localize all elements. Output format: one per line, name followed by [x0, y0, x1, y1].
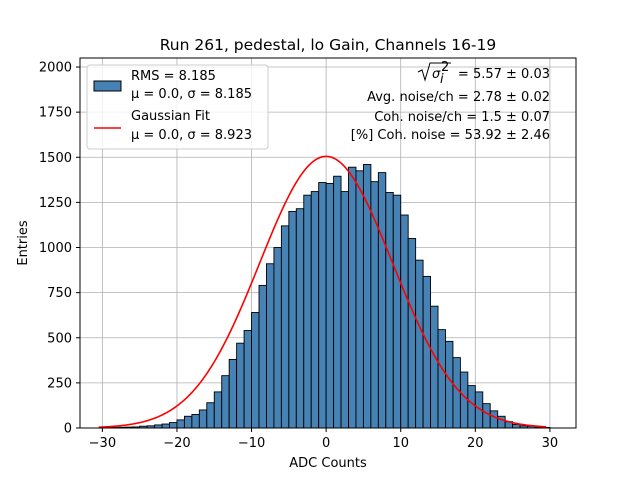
- histogram-bar: [437, 329, 446, 429]
- histogram-bar: [452, 357, 461, 429]
- histogram-bar: [236, 342, 245, 429]
- histogram-bar: [183, 415, 193, 429]
- chart-title: Run 261, pedestal, lo Gain, Channels 16-…: [160, 36, 497, 54]
- histogram-bar: [430, 305, 439, 429]
- histogram-bar: [206, 402, 215, 429]
- x-tick-label: −30: [89, 436, 116, 451]
- histogram-bar: [288, 210, 297, 429]
- legend: RMS = 8.185 μ = 0.0, σ = 8.185 Gaussian …: [86, 64, 269, 150]
- axes-frame: [79, 57, 577, 429]
- x-tick-label: 30: [542, 436, 559, 451]
- histogram-bar: [340, 191, 349, 429]
- histogram-bar: [355, 170, 364, 429]
- histogram-bar: [512, 423, 521, 429]
- x-tick-label: 20: [467, 436, 484, 451]
- svg-text:2: 2: [441, 60, 449, 75]
- histogram-bar: [392, 194, 402, 429]
- histogram-bar: [318, 182, 327, 429]
- legend-entry-fit-line1: Gaussian Fit: [131, 109, 210, 124]
- histogram-bar: [273, 247, 282, 429]
- histogram-bar: [161, 423, 170, 429]
- y-tick-label: 1000: [39, 241, 72, 256]
- y-tick-label: 1750: [39, 106, 72, 121]
- histogram-bar: [400, 214, 409, 429]
- histogram-bar: [422, 275, 432, 429]
- y-tick-label: 750: [47, 286, 72, 301]
- legend-entry-rms-line1: RMS = 8.185: [131, 69, 216, 84]
- y-axis-ticks: 0 250 500 750 1000 1250 1500 1750 2000: [39, 61, 80, 437]
- histogram-bar: [489, 410, 499, 429]
- histogram-bar: [198, 409, 208, 429]
- annotation-coh-noise-percent: [%] Coh. noise = 53.92 ± 2.46: [351, 128, 550, 143]
- sqrt-sigma-symbol: σ i 2: [417, 60, 451, 87]
- histogram-bar: [467, 385, 476, 429]
- histogram-bar: [310, 191, 320, 429]
- y-tick-label: 500: [47, 331, 72, 346]
- histogram-bar: [303, 194, 312, 429]
- x-tick-label: 10: [392, 436, 409, 451]
- histogram-bar: [333, 175, 342, 429]
- y-tick-label: 250: [47, 376, 72, 391]
- histogram-bar: [221, 375, 230, 429]
- histogram-bar: [213, 391, 223, 429]
- legend-bar-swatch: [93, 80, 122, 92]
- y-axis-title: Entries: [16, 220, 31, 266]
- histogram-bar: [459, 371, 469, 429]
- y-tick-label: 1250: [39, 196, 72, 211]
- annotation-avg-noise: Avg. noise/ch = 2.78 ± 0.02: [367, 90, 550, 105]
- histogram-bar: [348, 166, 357, 429]
- histogram-bar: [251, 312, 260, 429]
- x-tick-label: 0: [322, 436, 330, 451]
- histogram-bars: [101, 164, 551, 429]
- x-axis-ticks: −30 −20 −10 0 10 20 30: [89, 428, 559, 451]
- legend-entry-rms-line2: μ = 0.0, σ = 8.185: [131, 87, 252, 102]
- histogram-bar: [266, 263, 275, 429]
- histogram-bar: [377, 172, 387, 429]
- histogram-bar: [191, 414, 200, 429]
- annotation-coh-noise: Coh. noise/ch = 1.5 ± 0.07: [374, 110, 550, 125]
- svg-text:σ: σ: [432, 67, 441, 82]
- histogram-bar: [280, 225, 290, 429]
- histogram-bar: [482, 403, 491, 429]
- gaussian-fit-curve: [98, 155, 547, 429]
- histogram-bar: [243, 330, 252, 429]
- x-axis-title: ADC Counts: [289, 456, 367, 471]
- annotation-sqrt-sigma: = 5.57 ± 0.03: [458, 67, 550, 82]
- y-tick-label: 0: [64, 422, 72, 437]
- x-tick-label: −10: [238, 436, 265, 451]
- histogram-bar: [228, 358, 238, 429]
- histogram-bar: [445, 340, 454, 429]
- histogram-bar: [407, 238, 417, 429]
- histogram-bar: [295, 208, 305, 429]
- histogram-bar: [169, 422, 178, 429]
- x-tick-label: −20: [163, 436, 190, 451]
- noise-annotations: σ i 2 = 5.57 ± 0.03 Avg. noise/ch = 2.78…: [351, 60, 550, 143]
- y-tick-label: 2000: [39, 61, 72, 76]
- histogram-bar: [385, 192, 394, 429]
- histogram-bar: [325, 182, 335, 429]
- histogram-bar: [176, 419, 185, 429]
- legend-entry-fit-line2: μ = 0.0, σ = 8.923: [131, 128, 252, 143]
- svg-text:i: i: [440, 72, 444, 87]
- legend-box: [86, 64, 269, 150]
- y-tick-label: 1500: [39, 151, 72, 166]
- histogram-bar: [415, 259, 424, 429]
- histogram-bar: [258, 284, 267, 429]
